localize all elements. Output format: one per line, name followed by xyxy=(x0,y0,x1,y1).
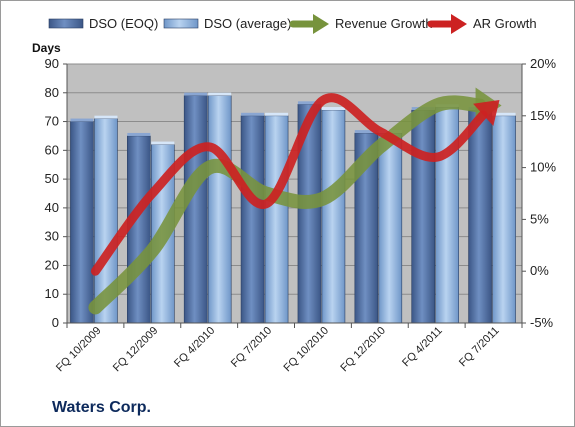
x-tick-label: FQ 7/2010 xyxy=(229,325,274,370)
legend-label: DSO (average) xyxy=(204,16,291,31)
x-tick-label: FQ 4/2011 xyxy=(400,325,445,370)
bar-top xyxy=(184,92,208,96)
bar-top xyxy=(127,132,151,136)
y2-tick-label: 0% xyxy=(530,263,549,278)
bar-top xyxy=(208,92,232,96)
bar-dso-average xyxy=(378,132,403,324)
legend-revenue-growth: Revenue Growth xyxy=(289,14,433,34)
y2-tick-label: 20% xyxy=(530,56,556,71)
y2-tick-label: 15% xyxy=(530,108,556,123)
revenue-growth-line xyxy=(88,95,487,315)
x-tick-label: FQ 7/2011 xyxy=(457,325,502,370)
x-tick-label: FQ 10/2009 xyxy=(54,325,104,375)
bar-dso-average xyxy=(492,115,516,324)
legend-arrow-head xyxy=(451,14,467,34)
y-tick-label: 60 xyxy=(45,142,59,157)
legend-dso-average: DSO (average) xyxy=(163,16,291,31)
legend-label: Revenue Growth xyxy=(335,16,433,31)
bar-top xyxy=(151,141,175,145)
x-tick-label: FQ 4/2010 xyxy=(172,325,217,370)
legend-label: DSO (EOQ) xyxy=(89,16,158,31)
bar-dso-average xyxy=(264,115,289,324)
bar-top xyxy=(354,130,378,134)
legend-label: AR Growth xyxy=(473,16,537,31)
lines-group xyxy=(88,87,502,315)
bar-dso-eoq xyxy=(127,135,151,324)
y-tick-label: 40 xyxy=(45,200,59,215)
y-tick-label: 30 xyxy=(45,229,59,244)
y-tick-label: 90 xyxy=(45,56,59,71)
x-tick-label: FQ 10/2010 xyxy=(281,325,331,375)
bar-top xyxy=(241,112,265,116)
y2-tick-label: 5% xyxy=(530,211,549,226)
bar-dso-average xyxy=(207,95,232,324)
y-tick-label: 10 xyxy=(45,286,59,301)
y-tick-label: 80 xyxy=(45,85,59,100)
bar-dso-eoq xyxy=(411,109,435,324)
bar-top xyxy=(70,118,94,122)
bar-top xyxy=(94,115,118,119)
bar-dso-eoq xyxy=(240,115,265,324)
bar-dso-eoq xyxy=(468,109,492,324)
bar-top xyxy=(492,112,516,116)
bar-dso-average xyxy=(321,109,346,324)
company-name: Waters Corp. xyxy=(52,399,151,416)
legend-swatch xyxy=(48,18,84,29)
y-axis-title: Days xyxy=(32,41,61,55)
x-tick-label: FQ 12/2009 xyxy=(111,325,161,375)
y-tick-label: 50 xyxy=(45,171,59,186)
bar-dso-eoq xyxy=(183,95,208,324)
bar-top xyxy=(321,107,345,111)
y2-tick-label: 10% xyxy=(530,160,556,175)
bar-top xyxy=(265,112,289,116)
legend-dso-eoq: DSO (EOQ) xyxy=(48,16,158,31)
y2-tick-label: -5% xyxy=(530,315,554,330)
y-tick-label: 70 xyxy=(45,114,59,129)
legend-ar-growth: AR Growth xyxy=(427,14,537,34)
ar-growth-line xyxy=(90,93,488,276)
ar-growth-arrowhead xyxy=(473,100,500,126)
bar-dso-eoq xyxy=(70,121,94,324)
y-tick-label: 20 xyxy=(45,257,59,272)
bar-top xyxy=(297,101,321,105)
x-tick-label: FQ 12/2010 xyxy=(338,325,388,375)
legend-swatch xyxy=(163,18,199,29)
legend: DSO (EOQ) DSO (average) Revenue Growth AR G… xyxy=(48,14,537,34)
legend-arrow-head xyxy=(313,14,329,34)
y-tick-label: 0 xyxy=(52,315,59,330)
bar-dso-average xyxy=(435,106,459,324)
